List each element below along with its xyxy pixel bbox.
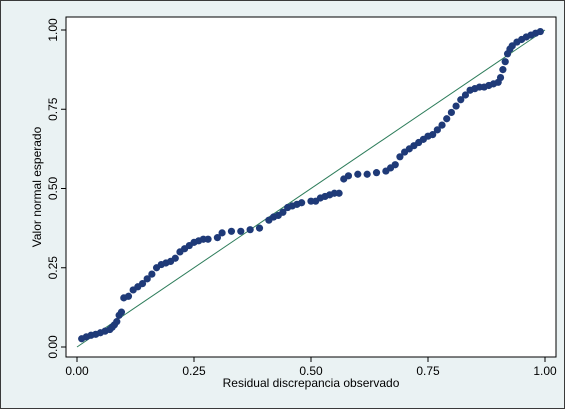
data-point <box>298 199 306 207</box>
data-point <box>246 226 254 234</box>
data-point <box>204 235 212 243</box>
data-point <box>124 292 133 300</box>
data-point <box>501 58 509 66</box>
data-point <box>143 275 151 283</box>
y-tick-label: 0.00 <box>46 335 60 359</box>
data-point <box>396 153 404 161</box>
y-tick-label: 0.75 <box>46 97 60 121</box>
y-axis-title: Valor normal esperado <box>30 126 44 247</box>
data-point <box>499 66 507 74</box>
points-group <box>78 27 544 343</box>
ticks-group: 0.00 0.25 0.50 0.75 1.00 0.00 0.25 0.50 0.75 1.00 <box>46 18 557 378</box>
y-tick-label: 0.25 <box>46 256 60 280</box>
data-point <box>148 270 156 278</box>
data-point <box>452 102 460 110</box>
data-point <box>354 170 362 178</box>
data-point <box>438 121 446 129</box>
x-tick-label: 0.25 <box>182 364 206 378</box>
data-point <box>433 126 441 134</box>
data-point <box>344 172 353 180</box>
data-point <box>496 73 505 82</box>
data-point <box>372 169 381 177</box>
x-axis-title: Residual discrepancia observado <box>223 376 400 390</box>
data-point <box>335 189 343 197</box>
data-point <box>213 234 221 242</box>
y-tick-label: 1.00 <box>46 18 60 42</box>
data-point <box>218 229 226 237</box>
data-point <box>363 170 371 178</box>
data-point <box>237 227 245 235</box>
data-point <box>536 27 544 36</box>
data-point <box>429 131 437 139</box>
data-point <box>138 280 147 288</box>
data-point <box>279 208 287 216</box>
data-point <box>391 161 399 169</box>
data-point <box>443 115 451 123</box>
x-tick-label: 0.50 <box>299 364 323 378</box>
plot-area <box>65 16 557 358</box>
data-point <box>113 318 121 326</box>
data-point <box>227 227 236 235</box>
data-point <box>457 96 465 104</box>
x-tick-label: 1.00 <box>533 364 557 378</box>
data-point <box>117 308 126 316</box>
data-point <box>255 224 264 232</box>
data-point <box>461 91 470 99</box>
data-point <box>447 108 455 117</box>
y-tick-label: 0.50 <box>46 176 60 200</box>
reference-line <box>76 29 546 348</box>
data-point <box>171 254 179 262</box>
x-tick-label: 0.00 <box>65 364 89 378</box>
x-tick-label: 0.75 <box>416 364 440 378</box>
